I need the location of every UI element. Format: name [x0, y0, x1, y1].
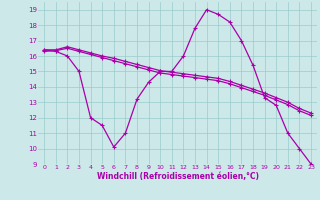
X-axis label: Windchill (Refroidissement éolien,°C): Windchill (Refroidissement éolien,°C) [97, 172, 259, 181]
